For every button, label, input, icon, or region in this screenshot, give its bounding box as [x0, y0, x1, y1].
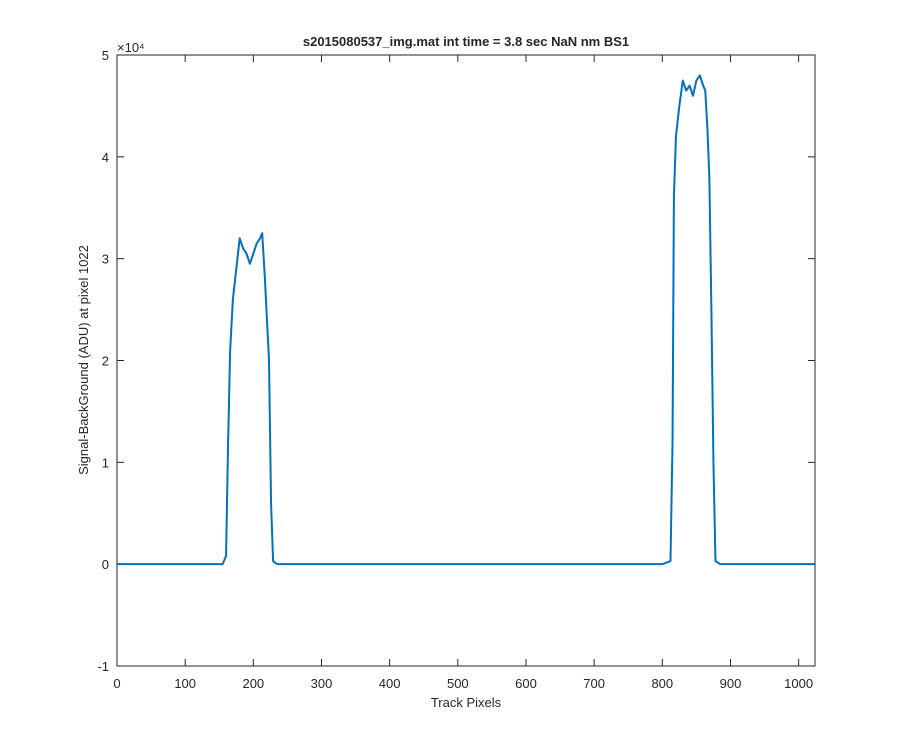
- x-tick-label: 500: [447, 676, 469, 691]
- y-scale-label: ×10⁴: [117, 40, 145, 55]
- y-tick-label: 2: [102, 354, 109, 369]
- plot-area: [116, 54, 816, 667]
- x-tick-label: 200: [242, 676, 264, 691]
- y-tick-label: 3: [102, 252, 109, 267]
- y-tick-label: 1: [102, 455, 109, 470]
- x-tick-label: 1000: [784, 676, 813, 691]
- data-line: [117, 74, 815, 566]
- x-tick-label: 100: [174, 676, 196, 691]
- x-tick-label: 0: [113, 676, 120, 691]
- x-tick-label: 900: [720, 676, 742, 691]
- x-tick-label: 300: [311, 676, 333, 691]
- x-axis-label: Track Pixels: [431, 695, 502, 710]
- y-tick-label: -1: [97, 659, 109, 674]
- x-tick-label: 600: [515, 676, 537, 691]
- chart-title: s2015080537_img.mat int time = 3.8 sec N…: [303, 34, 629, 49]
- x-tick-label: 800: [651, 676, 673, 691]
- y-tick-label: 4: [102, 150, 109, 165]
- y-tick-label: 5: [102, 48, 109, 63]
- x-tick-label: 400: [379, 676, 401, 691]
- y-axis-label: Signal-BackGround (ADU) at pixel 1022: [76, 245, 91, 475]
- y-tick-label: 0: [102, 557, 109, 572]
- x-tick-label: 700: [583, 676, 605, 691]
